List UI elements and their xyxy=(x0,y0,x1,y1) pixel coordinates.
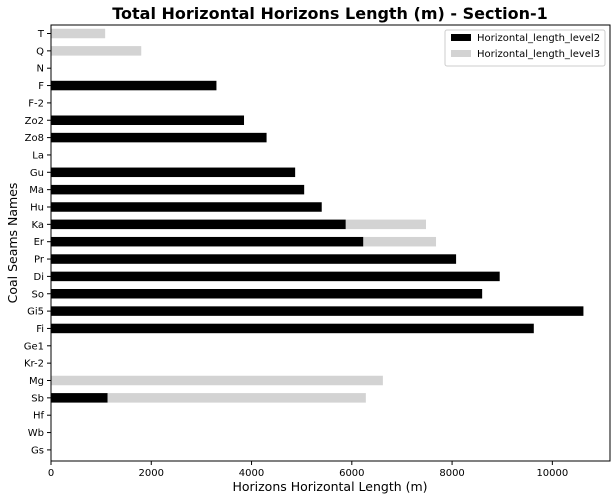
y-tick-label: Ge1 xyxy=(24,341,44,352)
bar-2-sb xyxy=(107,393,366,403)
y-tick-label: Hu xyxy=(30,203,44,214)
y-tick-label: F-2 xyxy=(28,98,44,109)
bar-2-ka xyxy=(345,219,427,230)
y-tick-label: Fi xyxy=(36,324,44,335)
bar-2-q xyxy=(51,46,142,56)
legend-label-2: Horizontal_length_level3 xyxy=(477,49,600,60)
legend-swatch-2 xyxy=(451,50,471,57)
bar-1-zo8 xyxy=(51,132,267,143)
bar-1-f xyxy=(51,80,217,91)
y-tick-label: Mg xyxy=(29,376,44,387)
bar-1-di xyxy=(51,271,500,282)
x-tick-label: 10000 xyxy=(536,468,568,479)
bar-1-so xyxy=(51,289,483,299)
y-tick-label: T xyxy=(37,29,45,40)
y-tick-label: Wb xyxy=(28,428,44,439)
y-tick-label: Kr-2 xyxy=(24,359,44,370)
x-axis: 0 2000 4000 6000 8000 10000 xyxy=(48,461,568,479)
legend-box xyxy=(444,29,606,67)
bar-1-gi5 xyxy=(51,306,584,316)
legend-label-1: Horizontal_length_level2 xyxy=(477,33,600,44)
legend: Horizontal_length_level2 Horizontal_lengt… xyxy=(444,29,606,67)
y-tick-label: Gs xyxy=(31,445,44,456)
y-tick-label: Ma xyxy=(29,185,44,196)
y-tick-label: So xyxy=(32,289,44,300)
bar-2-er xyxy=(363,236,437,247)
bar-1-zo2 xyxy=(51,115,245,125)
bar-2-mg xyxy=(51,375,383,386)
bar-1-ma xyxy=(51,184,305,195)
x-tick-label: 8000 xyxy=(439,468,464,479)
bar-1-er xyxy=(51,236,364,247)
bar-2-t xyxy=(51,28,106,39)
y-tick-label: Ka xyxy=(31,220,44,231)
bar-1-hu xyxy=(51,202,322,212)
y-tick-label: Gi5 xyxy=(27,307,44,318)
x-tick-label: 2000 xyxy=(139,468,164,479)
x-tick-label: 4000 xyxy=(239,468,264,479)
bar-1-pr xyxy=(51,254,457,264)
y-axis-label: Coal Seams Names xyxy=(5,183,20,304)
y-tick-label: Sb xyxy=(31,393,44,404)
bar-1-gu xyxy=(51,167,296,178)
bars-group xyxy=(51,28,584,403)
bar-1-fi xyxy=(51,323,534,334)
y-tick-label: Zo2 xyxy=(25,116,44,127)
y-tick-label: N xyxy=(37,64,44,75)
plot-frame xyxy=(50,24,611,462)
y-tick-label: Hf xyxy=(33,411,45,422)
y-tick-label: Pr xyxy=(34,255,45,266)
y-tick-label: Zo8 xyxy=(25,133,44,144)
x-tick-label: 6000 xyxy=(339,468,364,479)
y-tick-label: F xyxy=(38,81,44,92)
bar-1-ka xyxy=(51,219,346,230)
y-tick-label: Q xyxy=(36,46,44,57)
chart-title: Total Horizontal Horizons Length (m) - S… xyxy=(112,4,548,23)
y-tick-label: Er xyxy=(34,237,45,248)
x-axis-label: Horizons Horizontal Length (m) xyxy=(232,479,427,494)
y-tick-label: Gu xyxy=(30,168,44,179)
bar-1-sb xyxy=(51,393,108,403)
y-tick-label: Di xyxy=(34,272,44,283)
y-tick-label: La xyxy=(32,150,44,161)
x-tick-label: 0 xyxy=(48,468,54,479)
legend-swatch-1 xyxy=(451,34,471,41)
